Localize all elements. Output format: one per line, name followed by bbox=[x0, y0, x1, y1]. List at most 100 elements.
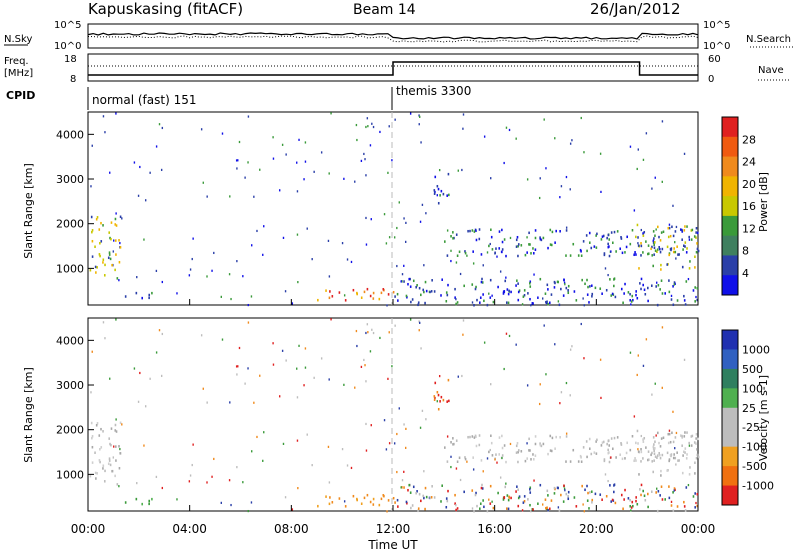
scatter-cell bbox=[352, 288, 355, 292]
scatter-speck bbox=[607, 273, 609, 277]
scatter-cell bbox=[567, 291, 570, 295]
scatter-cell bbox=[690, 238, 693, 241]
scatter-cell bbox=[668, 279, 670, 282]
scatter-cell bbox=[522, 501, 525, 504]
scatter-cell bbox=[454, 493, 456, 497]
scatter-speck bbox=[365, 216, 367, 220]
scatter-speck bbox=[582, 297, 584, 300]
scatter-cell bbox=[491, 248, 494, 251]
scatter-cell bbox=[652, 436, 655, 439]
scatter-cell bbox=[425, 495, 428, 499]
colorbar-swatch bbox=[722, 176, 738, 197]
scatter-speck bbox=[91, 350, 93, 353]
scatter-cell bbox=[694, 506, 696, 509]
scatter-speck bbox=[213, 251, 215, 255]
scatter-speck bbox=[230, 297, 232, 301]
scatter-cell bbox=[686, 431, 688, 434]
scatter-speck bbox=[360, 365, 363, 369]
scatter-cell bbox=[473, 509, 475, 513]
scatter-cell bbox=[544, 498, 547, 501]
scatter-cell bbox=[446, 254, 449, 257]
scatter-cell bbox=[420, 499, 422, 503]
scatter-speck bbox=[341, 448, 344, 451]
scatter-speck bbox=[450, 259, 452, 263]
scatter-cell bbox=[660, 268, 662, 271]
scatter-cell bbox=[630, 506, 633, 509]
scatter-cell bbox=[532, 252, 535, 255]
scatter-cell bbox=[471, 435, 474, 438]
scatter-cell bbox=[587, 285, 589, 289]
scatter-speck bbox=[285, 359, 287, 362]
scatter-speck bbox=[341, 242, 344, 245]
scatter-cell bbox=[696, 231, 699, 235]
scatter-speck bbox=[490, 383, 492, 386]
scatter-cell bbox=[475, 491, 477, 495]
scatter-cell bbox=[593, 245, 596, 248]
scatter-speck bbox=[398, 407, 400, 410]
scatter-cell bbox=[547, 494, 549, 497]
scatter-cell bbox=[505, 254, 507, 258]
scatter-speck bbox=[509, 236, 512, 240]
y-tick-label: 3000 bbox=[56, 379, 84, 392]
scatter-cell bbox=[447, 172, 450, 176]
scatter-speck bbox=[139, 371, 141, 375]
scatter-cell bbox=[467, 435, 469, 439]
scatter-cell bbox=[644, 498, 647, 502]
scatter-speck bbox=[488, 498, 490, 501]
scatter-cell bbox=[560, 493, 562, 497]
scatter-cell bbox=[498, 247, 501, 250]
scatter-cell bbox=[549, 243, 552, 246]
scatter-speck bbox=[545, 167, 547, 170]
scatter-cell bbox=[356, 292, 359, 296]
scatter-cell bbox=[602, 440, 605, 444]
scatter-speck bbox=[409, 112, 412, 115]
scatter-speck bbox=[313, 376, 315, 379]
scatter-cell bbox=[505, 507, 508, 510]
scatter-cell bbox=[469, 435, 471, 439]
scatter-cell bbox=[613, 230, 616, 234]
scatter-cell bbox=[565, 435, 568, 438]
scatter-speck bbox=[515, 137, 517, 140]
scatter-cell bbox=[563, 484, 565, 487]
scatter-cell bbox=[690, 229, 693, 232]
scatter-cell bbox=[433, 192, 436, 195]
scatter-cell bbox=[608, 254, 611, 258]
scatter-speck bbox=[675, 463, 677, 466]
scatter-cell bbox=[640, 287, 642, 291]
scatter-cell bbox=[445, 497, 448, 500]
scatter-cell bbox=[452, 237, 454, 240]
scatter-cell bbox=[613, 436, 616, 440]
scatter-cell bbox=[600, 238, 603, 241]
scatter-cell bbox=[501, 454, 504, 457]
scatter-cell bbox=[517, 460, 519, 464]
scatter-cell bbox=[369, 294, 372, 298]
scatter-cell bbox=[479, 507, 481, 510]
scatter-cell bbox=[114, 445, 117, 448]
scatter-cell bbox=[620, 443, 623, 446]
scatter-cell bbox=[114, 423, 117, 427]
scatter-speck bbox=[542, 503, 544, 506]
scatter-cell bbox=[676, 505, 679, 508]
scatter-cell bbox=[630, 300, 633, 303]
scatter-cell bbox=[636, 429, 639, 433]
scatter-cell bbox=[110, 237, 112, 241]
scatter-cell bbox=[114, 223, 117, 226]
scatter-speck bbox=[501, 250, 503, 254]
scatter-cell bbox=[456, 301, 459, 304]
x-tick-label: 20:00 bbox=[579, 522, 614, 536]
scatter-cell bbox=[380, 291, 383, 295]
colorbar-tick-label: 1000 bbox=[742, 343, 770, 356]
scatter-cell bbox=[517, 290, 520, 294]
scatter-cell bbox=[98, 228, 101, 231]
scatter-cell bbox=[577, 254, 580, 257]
scatter-cell bbox=[647, 252, 650, 255]
scatter-cell bbox=[569, 460, 572, 463]
scatter-cell bbox=[585, 234, 588, 237]
scatter-cell bbox=[529, 280, 532, 283]
scatter-cell bbox=[408, 277, 411, 281]
scatter-cell bbox=[620, 442, 622, 445]
scatter-cell bbox=[647, 299, 649, 303]
scatter-speck bbox=[668, 223, 671, 226]
scatter-speck bbox=[542, 297, 544, 300]
